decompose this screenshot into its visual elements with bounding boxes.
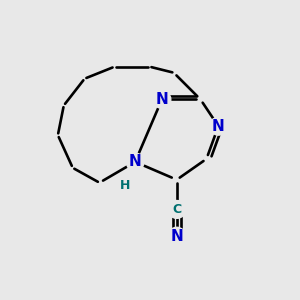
Text: N: N xyxy=(212,119,225,134)
Text: N: N xyxy=(170,229,183,244)
Text: H: H xyxy=(119,179,130,192)
Text: N: N xyxy=(155,92,168,107)
Text: N: N xyxy=(129,154,142,169)
Text: C: C xyxy=(172,203,181,216)
Circle shape xyxy=(153,91,171,108)
Circle shape xyxy=(209,117,227,135)
Circle shape xyxy=(168,227,186,245)
Circle shape xyxy=(168,200,186,218)
Circle shape xyxy=(126,153,144,171)
